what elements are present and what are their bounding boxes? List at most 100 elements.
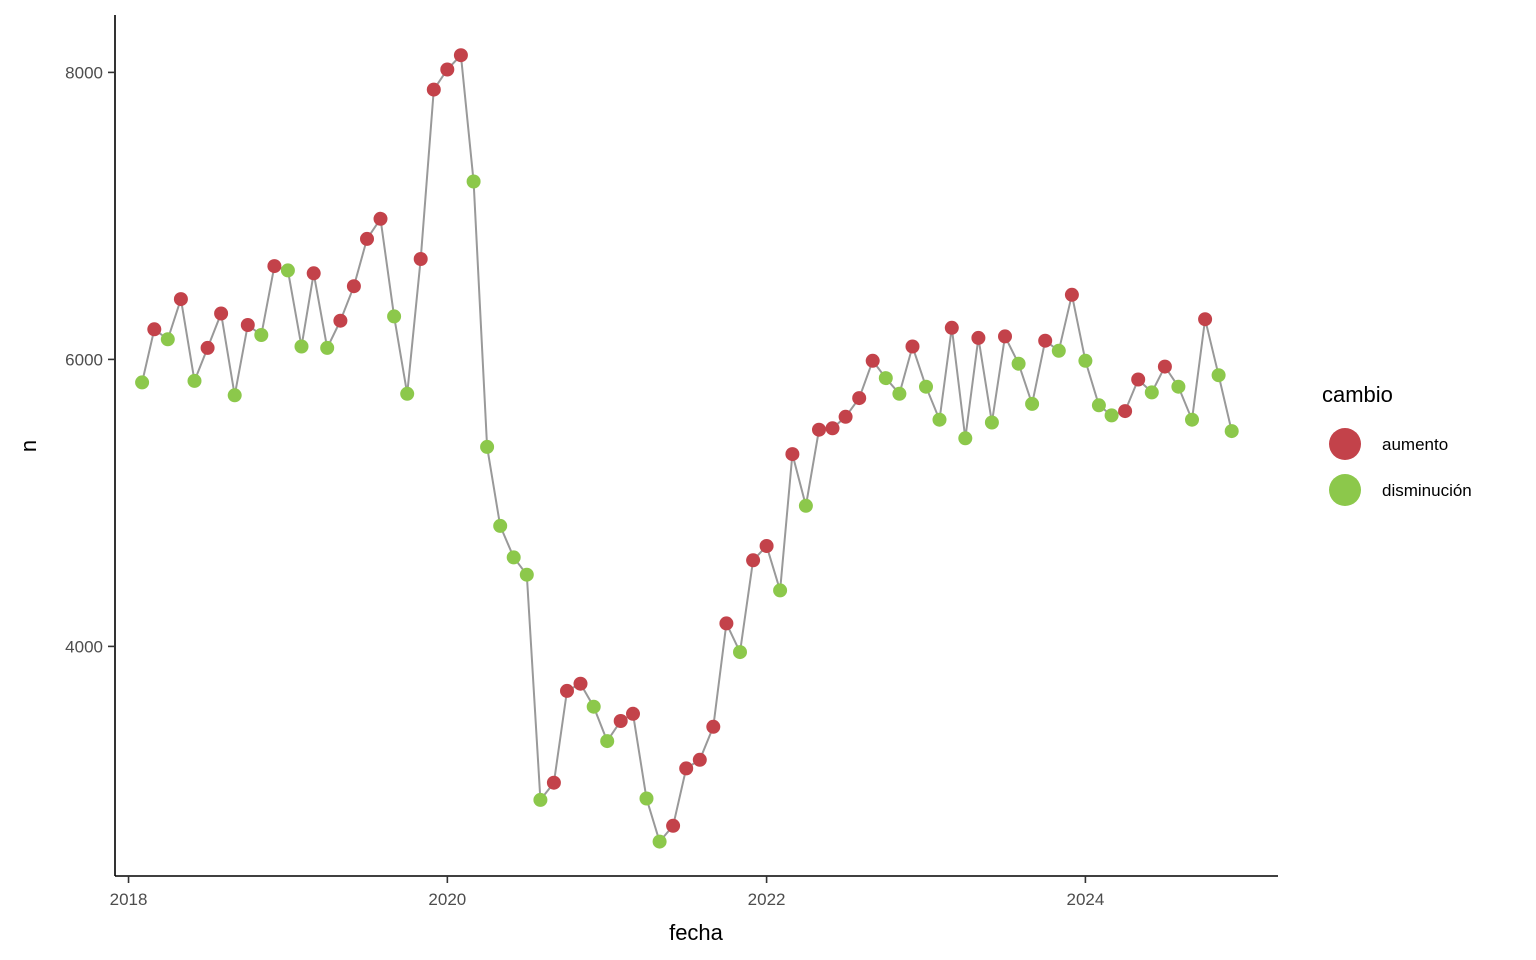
data-point [466,174,481,189]
y-tick-label: 6000 [65,350,103,369]
y-tick-label: 8000 [65,63,103,82]
data-point [971,330,986,345]
data-point [798,498,813,513]
data-point [1091,398,1106,413]
data-point [333,313,348,328]
data-point [573,676,588,691]
data-point [892,386,907,401]
data-point [706,719,721,734]
plot-area [135,48,1239,849]
x-tick-label: 2022 [748,890,786,909]
data-point [306,266,321,281]
series-line-path [141,52,1233,844]
data-point [600,734,615,749]
x-tick-label: 2018 [110,890,148,909]
series-points [135,48,1239,849]
data-point [387,309,402,324]
legend-title: cambio [1322,382,1393,407]
legend: cambio aumento disminución [1322,382,1472,506]
data-point [825,421,840,436]
data-point [759,539,774,553]
data-point [1025,396,1040,411]
legend-swatch-disminucion [1329,474,1361,506]
data-point [639,791,654,806]
data-point [214,306,229,321]
data-point [1131,372,1146,387]
data-point [280,263,295,278]
data-point [200,340,215,355]
y-tick-label: 4000 [65,637,103,656]
data-point [1051,343,1066,358]
data-point [679,761,694,776]
data-point [932,412,947,427]
x-tick-label: 2024 [1066,890,1104,909]
x-axis-title: fecha [669,920,724,945]
data-point [1011,356,1026,371]
data-point [294,339,309,354]
data-point [944,320,959,335]
data-point [652,834,667,849]
data-point [147,322,162,337]
data-point [998,329,1012,344]
x-ticks: 2018 2020 2022 2024 [110,876,1104,909]
data-point [1038,333,1053,348]
data-point [984,415,999,430]
x-tick-label: 2020 [428,890,466,909]
data-point [1144,385,1159,400]
data-point [533,792,548,807]
data-point [852,391,867,406]
data-point [1224,424,1239,439]
data-point [453,48,468,63]
data-point [493,518,508,533]
y-axis-title: n [16,440,41,452]
data-point [400,386,415,401]
data-point [506,550,521,565]
data-point [1198,312,1213,327]
data-point [692,752,707,767]
data-point [173,292,188,307]
data-point [413,252,428,266]
data-point [905,339,920,354]
data-point [785,447,800,462]
data-point [187,373,202,388]
legend-swatch-aumento [1329,428,1361,460]
data-point [719,616,734,631]
data-point [919,379,933,394]
data-point [626,706,640,721]
data-point [240,318,255,332]
series-line [141,52,1233,844]
data-point [1157,359,1172,374]
data-point [346,279,361,294]
data-point [1118,404,1133,419]
data-point [1064,287,1079,302]
data-point [373,211,388,226]
data-point [958,431,973,446]
data-point [519,567,534,582]
data-point [560,683,574,698]
data-point [613,714,628,728]
data-point [773,583,788,598]
y-ticks: 4000 6000 8000 [65,63,115,656]
data-point [360,231,374,246]
data-point [426,82,441,97]
legend-label-aumento: aumento [1382,435,1448,454]
data-point [1171,379,1186,394]
data-point [1104,408,1119,423]
data-point [160,332,175,347]
data-point [746,553,761,568]
data-point [733,645,747,660]
data-point [1078,353,1093,368]
data-point [480,439,495,454]
data-point [586,699,601,714]
data-point [1185,412,1199,427]
legend-label-disminucion: disminución [1382,481,1472,500]
data-point [878,371,893,386]
data-point [227,388,242,403]
data-point [440,62,455,77]
data-point [838,409,853,424]
data-point [546,775,561,790]
data-point [865,353,880,368]
data-point [1211,368,1226,383]
data-point [135,375,150,390]
